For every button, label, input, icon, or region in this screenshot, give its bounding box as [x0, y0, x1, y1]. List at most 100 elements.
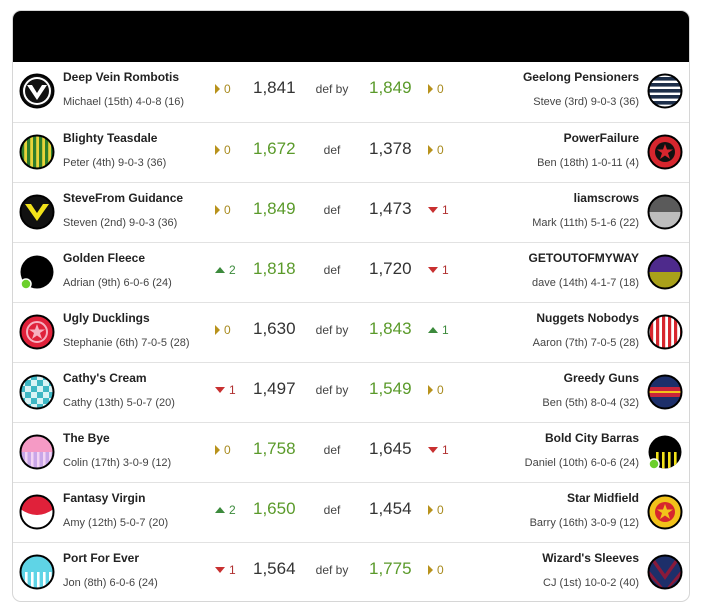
home-rank-change-value: 0 [224, 443, 231, 457]
arrow-up-icon [215, 267, 225, 273]
away-score: 1,378 [369, 139, 412, 158]
home-rank-change-value: 1 [229, 563, 236, 577]
matchups-panel: Deep Vein Rombotis Michael (15th) 4-0-8 … [12, 10, 690, 602]
home-coach-record: Steven (2nd) 9-0-3 (36) [63, 217, 178, 229]
match-result: def [323, 503, 341, 517]
arrow-right-icon [428, 84, 433, 94]
home-coach-record: Adrian (9th) 6-0-6 (24) [63, 277, 172, 289]
home-score: 1,841 [253, 78, 296, 97]
match-result: def [323, 443, 341, 457]
away-team-name[interactable]: Geelong Pensioners [522, 70, 639, 84]
match-row[interactable]: The Bye Colin (17th) 3-0-9 (12) 0 1,758 … [13, 422, 689, 482]
away-rank-change: 0 [428, 383, 444, 397]
away-team-logo [647, 434, 683, 470]
away-rank-change-value: 0 [437, 143, 444, 157]
away-team-name[interactable]: Wizard's Sleeves [542, 551, 639, 565]
home-rank-change: 0 [215, 203, 231, 217]
match-row[interactable]: SteveFrom Guidance Steven (2nd) 9-0-3 (3… [13, 182, 689, 242]
arrow-right-icon [215, 325, 220, 335]
away-coach-record: Steve (3rd) 9-0-3 (36) [533, 96, 639, 108]
away-team-name[interactable]: Star Midfield [566, 491, 639, 505]
home-score: 1,630 [253, 319, 296, 338]
arrow-right-icon [428, 145, 433, 155]
home-team-name[interactable]: Blighty Teasdale [63, 131, 158, 145]
home-coach-record: Amy (12th) 5-0-7 (20) [63, 517, 169, 529]
away-rank-change-value: 0 [437, 82, 444, 96]
home-score: 1,672 [253, 139, 296, 158]
match-row[interactable]: Golden Fleece Adrian (9th) 6-0-6 (24) 2 … [13, 242, 689, 302]
away-score: 1,454 [369, 499, 412, 518]
match-row[interactable]: Fantasy Virgin Amy (12th) 5-0-7 (20) 2 1… [13, 482, 689, 542]
home-coach-record: Cathy (13th) 5-0-7 (20) [63, 397, 175, 409]
home-score: 1,650 [253, 499, 296, 518]
arrow-right-icon [215, 84, 220, 94]
arrow-down-icon [428, 447, 438, 453]
away-team-name[interactable]: GETOUTOFMYWAY [528, 251, 639, 265]
home-rank-change: 0 [215, 82, 231, 96]
match-row[interactable]: Port For Ever Jon (8th) 6-0-6 (24) 1 1,5… [13, 542, 689, 601]
away-rank-change-value: 1 [442, 263, 449, 277]
away-coach-record: dave (14th) 4-1-7 (18) [532, 277, 639, 289]
away-score: 1,720 [369, 259, 412, 278]
home-team-name[interactable]: Golden Fleece [63, 251, 146, 265]
away-team-logo [647, 254, 683, 290]
away-rank-change: 1 [428, 443, 449, 457]
arrow-down-icon [428, 267, 438, 273]
away-coach-record: Aaron (7th) 7-0-5 (28) [532, 337, 639, 349]
home-coach-record: Michael (15th) 4-0-8 (16) [63, 96, 185, 108]
away-team-name[interactable]: Bold City Barras [544, 431, 639, 445]
panel-header [13, 11, 689, 62]
match-list: Deep Vein Rombotis Michael (15th) 4-0-8 … [13, 62, 689, 601]
home-rank-change: 2 [215, 263, 236, 277]
home-team-logo [19, 434, 55, 470]
home-team-name[interactable]: Cathy's Cream [63, 371, 147, 385]
home-team-name[interactable]: Ugly Ducklings [63, 311, 150, 325]
away-rank-change: 1 [428, 263, 449, 277]
home-rank-change-value: 0 [224, 82, 231, 96]
away-coach-record: Ben (18th) 1-0-11 (4) [537, 157, 639, 169]
home-team-name[interactable]: Fantasy Virgin [63, 491, 146, 505]
arrow-right-icon [215, 445, 220, 455]
home-team-logo [19, 374, 55, 410]
match-row[interactable]: Deep Vein Rombotis Michael (15th) 4-0-8 … [13, 62, 689, 122]
home-rank-change-value: 0 [224, 323, 231, 337]
home-coach-record: Peter (4th) 9-0-3 (36) [63, 157, 167, 169]
away-rank-change-value: 1 [442, 323, 449, 337]
away-rank-change: 0 [428, 143, 444, 157]
match-row[interactable]: Blighty Teasdale Peter (4th) 9-0-3 (36) … [13, 122, 689, 182]
home-team-name[interactable]: Port For Ever [63, 551, 140, 565]
home-team-logo [19, 494, 55, 530]
arrow-right-icon [428, 565, 433, 575]
home-score: 1,818 [253, 259, 296, 278]
away-team-logo [647, 134, 683, 170]
away-rank-change: 0 [428, 82, 444, 96]
home-rank-change-value: 0 [224, 203, 231, 217]
arrow-down-icon [215, 567, 225, 573]
arrow-right-icon [215, 145, 220, 155]
home-team-name[interactable]: SteveFrom Guidance [63, 191, 184, 205]
home-team-name[interactable]: The Bye [63, 431, 110, 445]
arrow-down-icon [428, 207, 438, 213]
home-team-name[interactable]: Deep Vein Rombotis [63, 70, 180, 84]
match-row[interactable]: Cathy's Cream Cathy (13th) 5-0-7 (20) 1 … [13, 362, 689, 422]
away-team-name[interactable]: Greedy Guns [563, 371, 639, 385]
home-rank-change: 0 [215, 323, 231, 337]
away-team-name[interactable]: liamscrows [573, 191, 639, 205]
home-rank-change-value: 2 [229, 263, 236, 277]
arrow-up-icon [215, 507, 225, 513]
home-team-logo [19, 554, 55, 590]
away-score: 1,849 [369, 78, 412, 97]
away-rank-change: 1 [428, 203, 449, 217]
arrow-down-icon [215, 387, 225, 393]
home-coach-record: Stephanie (6th) 7-0-5 (28) [63, 337, 190, 349]
away-score: 1,843 [369, 319, 412, 338]
away-score: 1,473 [369, 199, 412, 218]
away-team-name[interactable]: Nuggets Nobodys [536, 311, 639, 325]
home-rank-change: 0 [215, 443, 231, 457]
away-team-logo [647, 73, 683, 109]
match-row[interactable]: Ugly Ducklings Stephanie (6th) 7-0-5 (28… [13, 302, 689, 362]
away-team-logo [647, 374, 683, 410]
away-team-name[interactable]: PowerFailure [563, 131, 639, 145]
home-rank-change: 0 [215, 143, 231, 157]
away-team-logo [647, 314, 683, 350]
